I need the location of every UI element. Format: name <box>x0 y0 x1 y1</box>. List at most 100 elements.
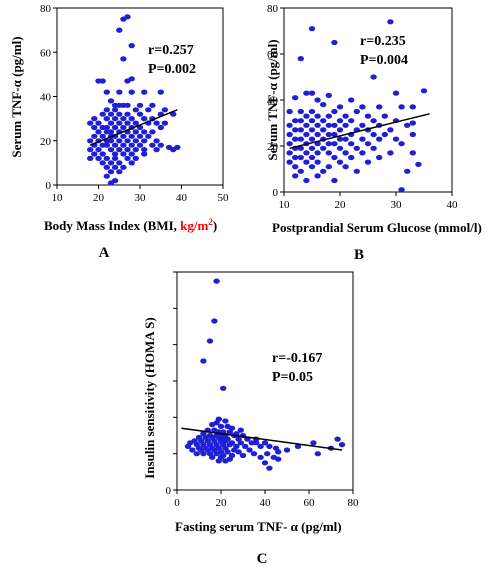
chart-b-point <box>308 136 316 142</box>
chart-b-point <box>331 154 338 161</box>
chart-a-point <box>87 138 94 144</box>
chart-a-point <box>128 142 135 148</box>
chart-a-x-tick-label: 30 <box>135 192 147 204</box>
chart-a-point <box>161 120 169 126</box>
chart-a-point <box>124 147 131 153</box>
chart-a-point <box>128 43 135 49</box>
chart-b-point <box>292 164 299 170</box>
chart-a-point <box>132 138 139 144</box>
chart-a-x-ticks: 10 20 30 40 50 <box>52 185 229 204</box>
chart-b-point <box>331 122 338 128</box>
chart-b-point <box>286 122 293 128</box>
chart-a-point <box>99 151 106 157</box>
chart-b-point <box>342 122 349 128</box>
chart-b-points <box>286 19 428 193</box>
chart-a-point <box>99 133 106 139</box>
chart-b-point <box>303 150 310 156</box>
chart-b-point <box>331 131 338 138</box>
chart-a-point <box>107 147 115 153</box>
chart-a-point <box>161 107 169 113</box>
chart-a-point <box>145 107 152 113</box>
chart-a-point <box>103 142 111 148</box>
chart-b-point <box>348 97 355 103</box>
chart-b-point <box>314 113 321 119</box>
chart-c-stat-p: P=0.05 <box>272 370 313 385</box>
chart-b-point <box>392 136 400 142</box>
chart-a-point <box>103 173 111 179</box>
chart-b-point <box>286 141 293 147</box>
chart-b-point <box>409 104 416 110</box>
chart-a-point <box>116 169 123 175</box>
chart-b-point <box>404 168 411 174</box>
chart-a-point <box>132 155 139 161</box>
chart-b-x-tick-label: 30 <box>391 199 403 211</box>
chart-a-point <box>103 164 111 170</box>
chart-c-point <box>261 440 269 446</box>
chart-c-point <box>261 460 269 466</box>
chart-a-point <box>87 155 94 161</box>
chart-b-point <box>353 168 360 174</box>
chart-b-y-tick-label: 0 <box>273 187 279 199</box>
chart-b-point <box>336 145 344 151</box>
chart-b-point <box>415 161 422 167</box>
chart-c-point <box>338 442 346 448</box>
chart-c-point <box>217 423 225 429</box>
chart-a-frame <box>56 7 224 186</box>
chart-c-point <box>209 454 216 460</box>
chart-c-x-tick-label: 60 <box>304 497 316 509</box>
chart-a-point <box>141 147 148 153</box>
chart-a-point <box>103 124 111 131</box>
chart-a-point <box>111 107 119 113</box>
chart-a-point <box>120 124 127 131</box>
chart-b-point <box>303 113 310 119</box>
chart-c-point <box>235 449 242 455</box>
chart-a-point <box>103 116 111 122</box>
chart-b-x-tick-label: 10 <box>279 199 291 211</box>
chart-a-y-tick-label: 60 <box>40 47 52 59</box>
chart-b-point <box>398 187 405 193</box>
chart-b-point <box>325 113 332 119</box>
chart-b-y-tick-label: 60 <box>267 49 279 61</box>
chart-c-point <box>226 442 233 448</box>
chart-a-points <box>87 14 181 186</box>
chart-b-x-tick-label: 20 <box>335 199 347 211</box>
chart-b-point <box>286 159 293 165</box>
chart-a-point <box>99 78 106 84</box>
chart-b-point <box>348 154 355 161</box>
chart-a-point <box>107 129 115 135</box>
chart-c-point <box>184 443 192 449</box>
chart-b-x-tick-label: 40 <box>447 199 459 211</box>
chart-c-x-tick-label: 0 <box>174 497 180 509</box>
chart-a-point <box>124 120 131 126</box>
chart-a-point <box>107 180 115 186</box>
chart-a-point <box>120 142 127 148</box>
chart-a-point <box>87 120 94 126</box>
chart-c-point <box>266 443 273 449</box>
chart-a-point <box>111 142 119 148</box>
chart-c-point <box>257 454 264 460</box>
chart-a-point <box>91 151 98 157</box>
chart-b-point <box>320 102 327 108</box>
chart-b-y-tick-label: 80 <box>267 3 279 15</box>
chart-b-point <box>359 150 366 156</box>
chart-b-point <box>409 131 416 138</box>
chart-a-point <box>107 120 115 126</box>
chart-a-point <box>95 129 102 135</box>
chart-b-point <box>336 136 344 142</box>
chart-b-point <box>314 173 321 179</box>
chart-b-point <box>398 141 405 147</box>
chart-c-stat-r: r=-0.167 <box>272 351 322 366</box>
chart-c-x-tick-label: 40 <box>260 497 272 509</box>
chart-c-point <box>206 338 214 344</box>
chart-b-point <box>359 136 366 142</box>
chart-c-point <box>257 443 264 449</box>
chart-b-point <box>303 177 310 184</box>
chart-a-y-tick-label: 0 <box>46 180 52 192</box>
chart-b-point <box>370 74 377 80</box>
chart-b-point <box>364 113 372 119</box>
chart-b-point <box>336 118 344 124</box>
chart-a-point <box>120 151 127 157</box>
chart-b-point <box>297 168 304 174</box>
chart-b-point <box>370 145 377 151</box>
